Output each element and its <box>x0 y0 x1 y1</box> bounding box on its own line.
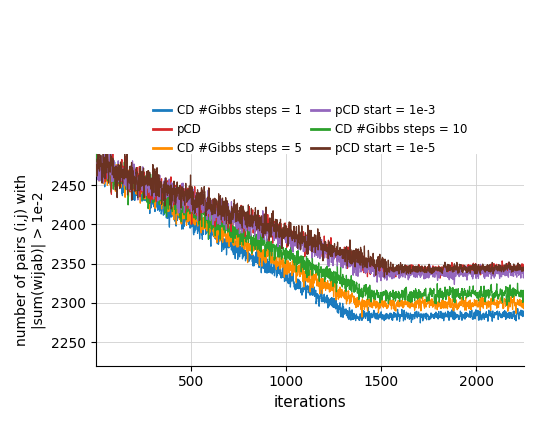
Legend: CD #Gibbs steps = 1, pCD, CD #Gibbs steps = 5, pCD start = 1e-3, CD #Gibbs steps: CD #Gibbs steps = 1, pCD, CD #Gibbs step… <box>153 105 467 155</box>
Y-axis label: number of pairs (i,j) with
|sum(wijab)| > 1e-2: number of pairs (i,j) with |sum(wijab)| … <box>15 174 46 346</box>
X-axis label: iterations: iterations <box>274 395 347 410</box>
